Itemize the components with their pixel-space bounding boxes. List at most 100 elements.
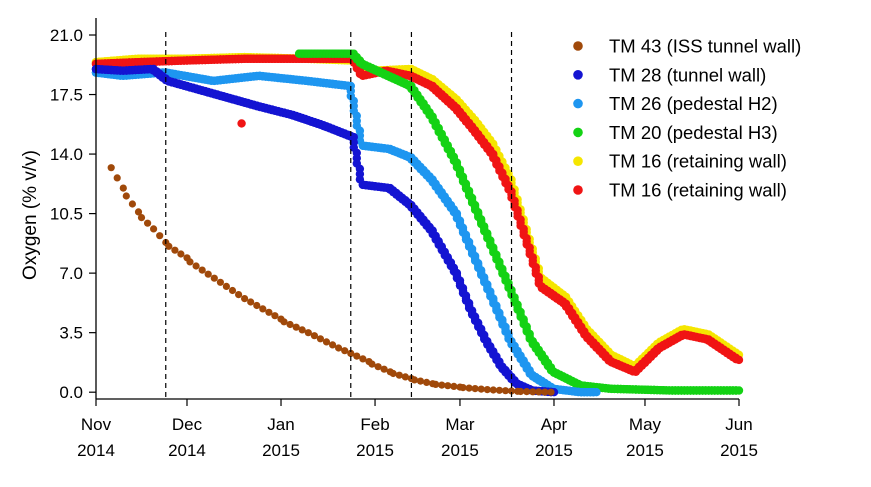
- data-point: [359, 355, 367, 363]
- series-2: [91, 68, 601, 397]
- data-point: [292, 323, 300, 331]
- data-point: [380, 365, 388, 373]
- data-point: [165, 242, 173, 250]
- data-point: [541, 388, 549, 396]
- data-point: [280, 318, 288, 326]
- data-point: [423, 378, 431, 386]
- x-tick-year-label: 2015: [356, 441, 394, 460]
- data-point: [465, 384, 473, 392]
- data-point: [410, 376, 419, 384]
- data-point: [734, 386, 744, 395]
- data-point: [144, 219, 152, 227]
- data-point: [347, 349, 355, 357]
- x-tick-month-label: Apr: [541, 415, 568, 434]
- x-tick-month-label: Jan: [267, 415, 294, 434]
- legend-label-2: TM 26 (pedestal H2): [609, 93, 778, 114]
- data-point: [401, 373, 409, 381]
- data-point: [259, 305, 267, 313]
- legend-label-4: TM 16 (retaining wall): [609, 151, 787, 172]
- legend-marker-3: [573, 127, 583, 138]
- data-point: [271, 312, 279, 320]
- data-point: [734, 355, 744, 365]
- x-tick-month-label: May: [629, 415, 662, 434]
- y-tick-label: 21.0: [50, 26, 83, 45]
- series-1: [91, 64, 559, 397]
- legend-marker-2: [573, 98, 583, 109]
- x-tick-year-label: 2015: [720, 441, 758, 460]
- data-point: [329, 341, 337, 349]
- legend-marker-5: [573, 185, 583, 195]
- y-tick-label: 3.5: [59, 324, 83, 343]
- data-point: [495, 386, 503, 394]
- x-tick-month-label: Feb: [360, 415, 389, 434]
- data-point: [304, 329, 312, 337]
- data-point: [501, 387, 510, 395]
- data-point: [134, 208, 143, 216]
- x-tick-year-label: 2015: [535, 441, 573, 460]
- data-point: [186, 258, 194, 266]
- legend-label-1: TM 28 (tunnel wall): [609, 64, 766, 85]
- data-point: [107, 164, 115, 172]
- y-tick-label: 14.0: [50, 145, 83, 164]
- legend-marker-1: [573, 70, 583, 80]
- data-point: [156, 232, 164, 240]
- event-lines: [165, 32, 513, 399]
- data-point: [119, 184, 127, 192]
- series-0: [107, 164, 555, 396]
- x-tick-year-label: 2014: [168, 441, 206, 460]
- data-point: [322, 338, 331, 346]
- legend-marker-0: [573, 41, 583, 51]
- data-point: [150, 225, 158, 233]
- y-tick-label: 17.5: [50, 86, 83, 105]
- x-tick-year-label: 2015: [626, 441, 664, 460]
- data-point: [316, 335, 324, 343]
- x-tick-month-label: Jun: [725, 415, 752, 434]
- x-tick-year-label: 2015: [262, 441, 300, 460]
- data-point: [113, 174, 121, 182]
- data-point: [265, 308, 273, 316]
- data-point: [122, 192, 130, 200]
- data-point: [483, 386, 491, 394]
- data-point: [507, 387, 516, 395]
- data-point: [198, 266, 206, 274]
- data-point: [335, 344, 343, 352]
- data-point: [137, 214, 146, 222]
- legend-label-5: TM 16 (retaining wall): [609, 180, 787, 201]
- x-tick-year-label: 2015: [441, 441, 479, 460]
- data-point: [529, 388, 537, 396]
- y-axis-title: Oxygen (% v/v): [20, 150, 41, 280]
- data-point-outlier: [237, 119, 246, 128]
- data-point: [286, 320, 294, 329]
- data-point: [128, 200, 136, 208]
- legend-label-0: TM 43 (ISS tunnel wall): [609, 36, 801, 57]
- legend-label-3: TM 20 (pedestal H3): [609, 122, 778, 143]
- data-point: [247, 298, 255, 306]
- legend-marker-4: [573, 156, 583, 166]
- data-point: [222, 282, 230, 290]
- data-point: [368, 360, 376, 368]
- axes: 0.0 3.5 7.0 10.5 14.0 17.5 21.0 Nov 2014 Dec 2014 J…: [50, 18, 758, 460]
- series-layer: [91, 49, 744, 397]
- legend: TM 43 (ISS tunnel wall) TM 28 (tunnel wal…: [573, 36, 801, 201]
- x-tick-month-label: Nov: [81, 415, 112, 434]
- data-point: [459, 384, 467, 392]
- data-point: [310, 332, 318, 340]
- data-point: [298, 326, 306, 334]
- data-point: [450, 382, 458, 390]
- data-point: [171, 246, 179, 254]
- data-point: [517, 387, 525, 396]
- data-point: [241, 295, 249, 303]
- data-point: [192, 262, 200, 270]
- data-point: [477, 385, 485, 393]
- data-point: [471, 385, 479, 393]
- data-point: [374, 363, 382, 371]
- data-point: [228, 286, 237, 295]
- data-point: [177, 250, 185, 258]
- data-point: [210, 274, 218, 282]
- data-point: [204, 270, 212, 278]
- data-point: [253, 301, 261, 310]
- data-point: [341, 347, 349, 355]
- data-point: [523, 388, 531, 396]
- data-point: [353, 352, 361, 360]
